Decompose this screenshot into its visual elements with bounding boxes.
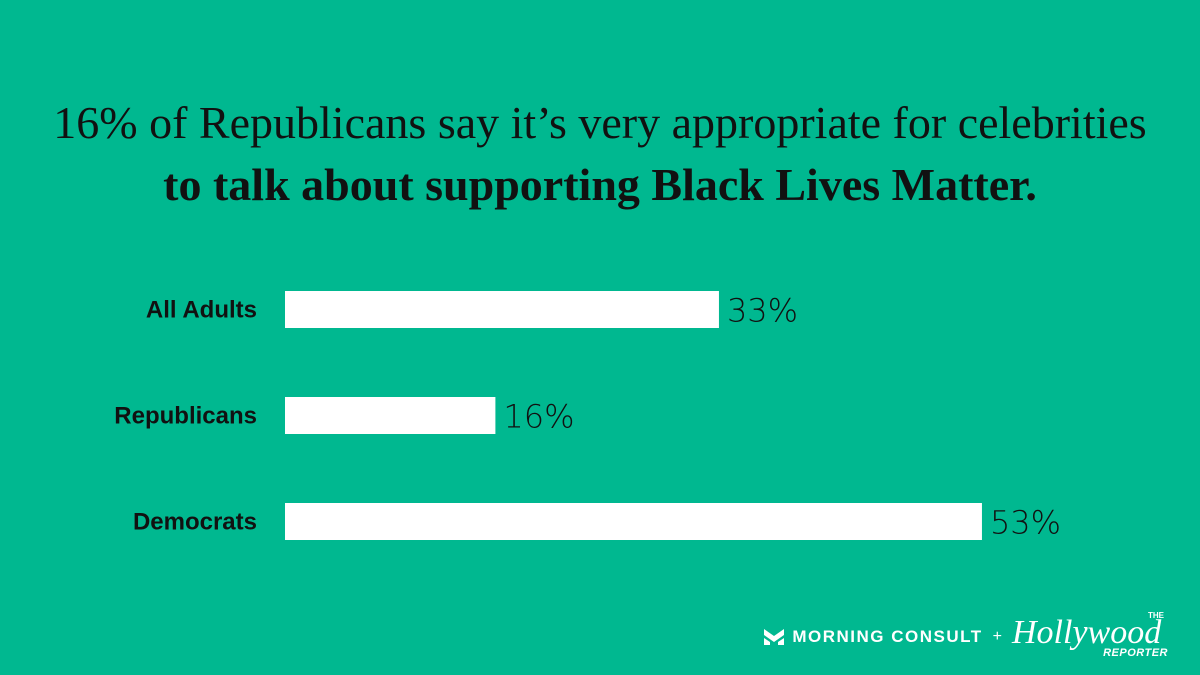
morning-consult-m-icon <box>764 629 785 645</box>
hollywood-reporter-logo: THE Hollywood REPORTER <box>1012 611 1172 659</box>
morning-consult-logo: MORNING CONSULT <box>764 627 982 647</box>
morning-consult-wordmark: MORNING CONSULT <box>792 627 983 646</box>
bar-republicans <box>285 397 496 434</box>
value-label: 33% <box>727 292 798 330</box>
thr-reporter: REPORTER <box>1103 647 1168 659</box>
chart-title-line1: 16% of Republicans say it’s very appropr… <box>53 97 1147 148</box>
footer-branding: MORNING CONSULT + THE Hollywood REPORTER <box>764 611 1172 659</box>
plus-sign: + <box>992 628 1002 645</box>
value-label: 53% <box>990 504 1061 542</box>
thr-wordmark: Hollywood <box>1012 614 1162 651</box>
category-label: Republicans <box>114 403 257 430</box>
chart-title-line2: to talk about supporting Black Lives Mat… <box>163 159 1037 210</box>
thr-the: THE <box>1148 611 1164 620</box>
category-label: Democrats <box>133 509 257 536</box>
category-label: All Adults <box>146 297 257 324</box>
value-label: 16% <box>503 398 574 436</box>
bar-all-adults <box>285 291 719 328</box>
bar-democrats <box>285 503 982 540</box>
chart-title: 16% of Republicans say it’s very appropr… <box>0 92 1200 216</box>
